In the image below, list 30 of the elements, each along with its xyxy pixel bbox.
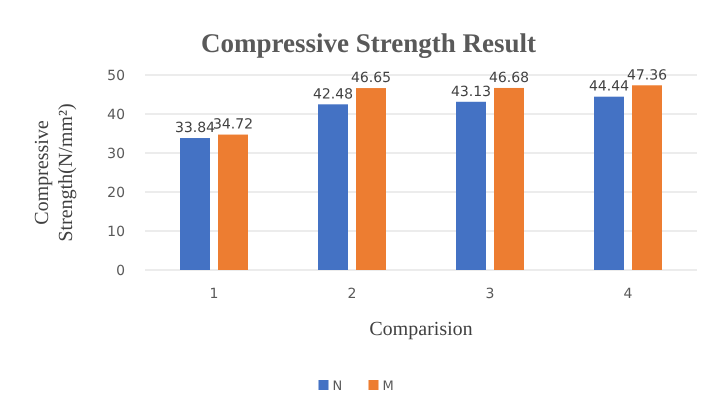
bar [594, 96, 624, 270]
data-label: 43.13 [450, 84, 492, 100]
data-label: 42.48 [312, 86, 354, 102]
data-label: 46.65 [350, 70, 392, 86]
legend-label: M [382, 379, 394, 394]
bar [456, 102, 486, 270]
x-axis-title: Comparision [369, 318, 473, 340]
chart-title: Compressive Strength Result [201, 28, 536, 58]
data-label: 47.36 [626, 67, 668, 84]
y-tick-label: 30 [107, 146, 125, 162]
y-tick-label: 50 [107, 68, 125, 84]
y-tick-label: 10 [107, 224, 125, 240]
x-tick-label: 1 [210, 286, 218, 302]
x-tick-label: 2 [348, 286, 356, 302]
data-label: 33.84 [174, 120, 216, 136]
data-label: 46.68 [488, 70, 530, 86]
bar [318, 104, 348, 270]
y-tick-label: 0 [116, 263, 125, 279]
data-label: 44.44 [588, 78, 630, 95]
y-tick-label: 20 [107, 185, 125, 201]
legend-label: N [332, 379, 342, 394]
x-tick-label: 3 [486, 286, 494, 302]
y-tick-label: 40 [107, 107, 125, 123]
x-tick-label: 4 [624, 286, 633, 302]
bar [632, 85, 662, 270]
y-axis-title: Compressive Strength(N/mm²) [31, 103, 77, 242]
bar [494, 88, 524, 270]
bar [218, 134, 248, 270]
bar [356, 88, 386, 270]
bar [180, 138, 210, 270]
